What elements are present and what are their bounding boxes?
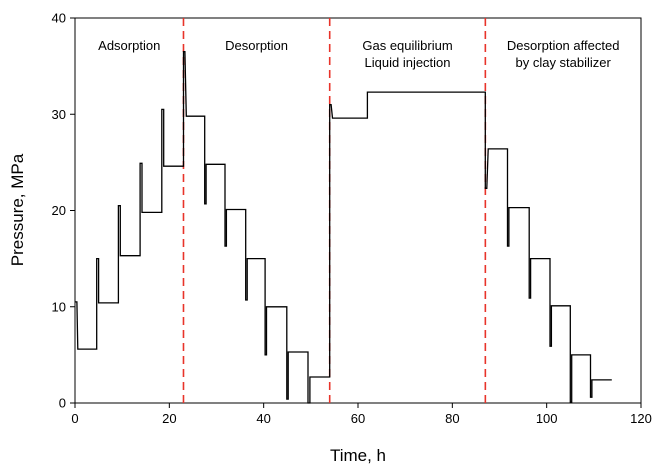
x-axis-ticks: 0 20 40 60 80 100 120 <box>71 403 652 426</box>
plot-area-frame <box>74 17 642 404</box>
phase-label: Desorption <box>225 38 288 53</box>
x-tick-label: 0 <box>71 411 78 426</box>
x-tick-label: 100 <box>536 411 558 426</box>
phase-labels: Adsorption Desorption Gas equilibrium Liqui… <box>98 38 619 70</box>
x-tick-label: 40 <box>256 411 270 426</box>
series-line <box>75 51 612 404</box>
x-tick-label: 20 <box>162 411 176 426</box>
phase-label: by clay stabilizer <box>515 55 611 70</box>
y-axis-title: Pressure, MPa <box>8 153 27 266</box>
pressure-series <box>75 51 612 404</box>
phase-dividers <box>182 18 487 403</box>
phase-label: Liquid injection <box>365 55 451 70</box>
x-tick-label: 120 <box>630 411 652 426</box>
y-axis-ticks: 0 10 20 30 40 <box>52 11 75 411</box>
phase-label: Desorption affected <box>507 38 620 53</box>
x-tick-label: 60 <box>351 411 365 426</box>
phase-label: Adsorption <box>98 38 160 53</box>
y-tick-label: 10 <box>52 299 66 314</box>
y-tick-label: 30 <box>52 107 66 122</box>
y-tick-label: 40 <box>52 11 66 26</box>
phase-label: Gas equilibrium <box>362 38 452 53</box>
x-axis-title: Time, h <box>330 446 386 465</box>
x-tick-label: 80 <box>445 411 459 426</box>
y-tick-label: 0 <box>59 396 66 411</box>
y-tick-label: 20 <box>52 203 66 218</box>
